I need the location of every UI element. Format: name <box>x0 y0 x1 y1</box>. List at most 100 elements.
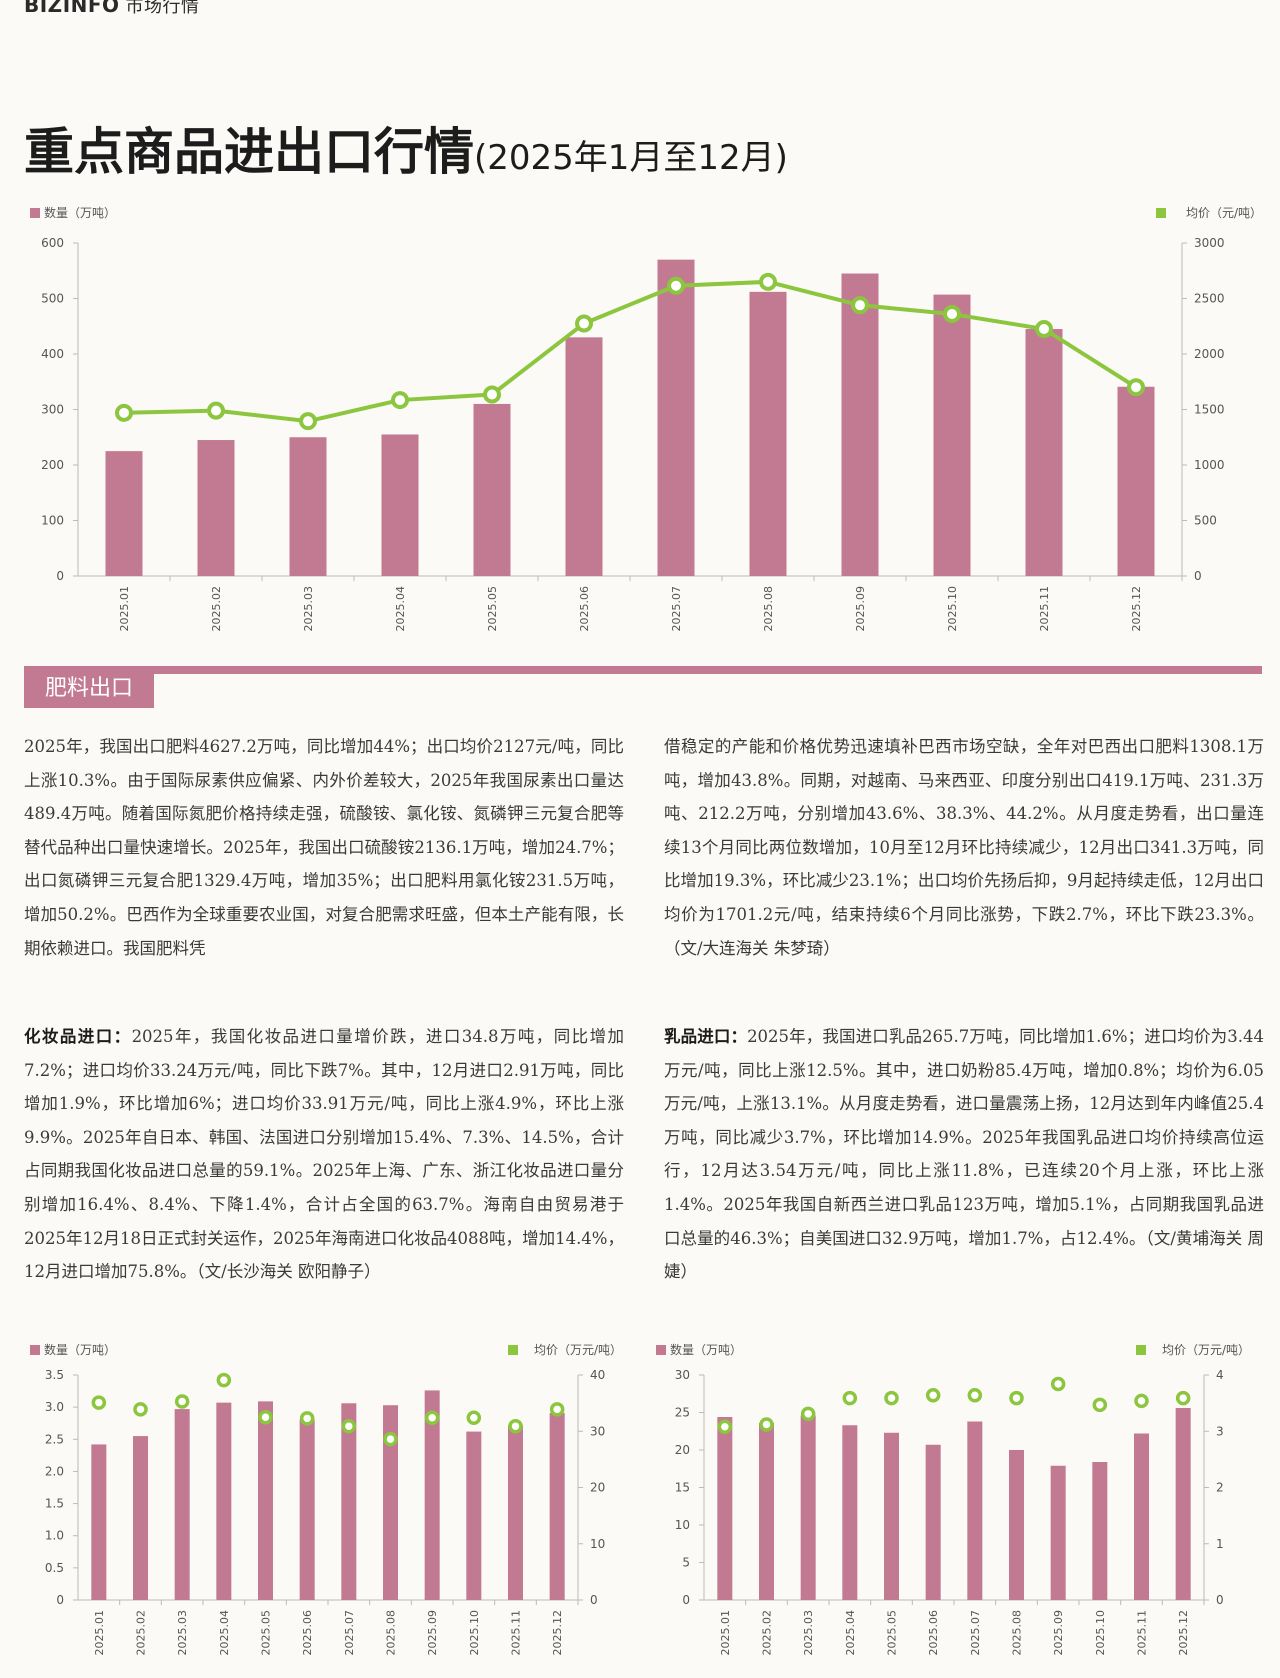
x-tick-label: 2025.07 <box>670 586 683 632</box>
left-tick-label: 20 <box>675 1443 690 1457</box>
legend-swatch-price <box>1156 208 1166 218</box>
x-tick-label: 2025.12 <box>1130 586 1143 632</box>
legend-label-quantity: 数量（万吨） <box>670 1342 742 1357</box>
left-tick-label: 3.5 <box>45 1368 64 1382</box>
bar-quantity <box>381 434 419 576</box>
price-point <box>299 412 317 431</box>
price-point <box>466 1410 482 1425</box>
price-point <box>575 314 593 333</box>
bar-quantity <box>1117 386 1155 576</box>
bar-quantity <box>105 451 143 576</box>
price-point <box>508 1418 523 1434</box>
bar-quantity <box>549 1412 565 1600</box>
x-tick-label: 2025.12 <box>1177 1610 1190 1656</box>
price-point <box>759 272 777 291</box>
title-sub: (2025年1月至12月) <box>474 138 788 178</box>
dairy-heading: 乳品进口： <box>664 1027 748 1046</box>
bar-quantity <box>925 1444 941 1600</box>
bar-quantity <box>800 1415 816 1600</box>
price-point <box>91 1395 107 1410</box>
x-tick-label: 2025.04 <box>394 586 407 632</box>
x-tick-label: 2025.08 <box>385 1610 398 1656</box>
bar-quantity <box>749 291 787 576</box>
x-tick-label: 2025.07 <box>343 1610 356 1656</box>
left-tick-label: 3.0 <box>45 1400 64 1414</box>
bar-quantity <box>759 1423 774 1600</box>
bar-quantity <box>133 1436 148 1600</box>
left-tick-label: 600 <box>41 236 64 250</box>
legend-label-quantity: 数量（万吨） <box>44 1342 116 1357</box>
x-tick-label: 2025.03 <box>176 1610 189 1656</box>
x-tick-label: 2025.02 <box>135 1610 148 1656</box>
price-point <box>717 1419 733 1434</box>
bar-quantity <box>933 294 971 576</box>
right-tick-label: 2000 <box>1194 347 1225 361</box>
right-tick-label: 3000 <box>1194 236 1225 250</box>
right-tick-label: 0 <box>1194 569 1202 583</box>
left-tick-label: 0.5 <box>45 1561 64 1575</box>
price-point <box>800 1406 816 1422</box>
legend-swatch-price <box>508 1345 518 1355</box>
fertilizer-text-left: 2025年，我国出口肥料4627.2万吨，同比增加44%；出口均价2127元/吨… <box>24 737 624 958</box>
price-point <box>341 1418 357 1434</box>
x-tick-label: 2025.08 <box>1011 1610 1024 1656</box>
x-tick-label: 2025.11 <box>510 1610 523 1656</box>
right-tick-label: 2500 <box>1194 292 1225 306</box>
right-tick-label: 30 <box>590 1424 605 1438</box>
price-point <box>299 1411 315 1426</box>
bar-quantity <box>1092 1462 1108 1600</box>
price-point <box>1127 378 1145 397</box>
left-tick-label: 300 <box>41 403 64 417</box>
x-tick-label: 2025.09 <box>1052 1610 1065 1656</box>
legend-label-price: 均价（万元/吨） <box>534 1343 622 1357</box>
right-tick-label: 3 <box>1216 1424 1224 1438</box>
legend-swatch-price <box>1136 1345 1146 1355</box>
bar-quantity <box>197 440 235 576</box>
cosmetics-heading: 化妆品进口： <box>24 1027 132 1046</box>
left-tick-label: 2.5 <box>45 1432 64 1446</box>
x-tick-label: 2025.05 <box>486 586 499 632</box>
price-point <box>258 1409 273 1425</box>
bar-quantity <box>289 437 327 576</box>
x-tick-label: 2025.05 <box>260 1610 273 1656</box>
bar-quantity <box>1134 1433 1149 1600</box>
x-tick-label: 2025.05 <box>886 1610 899 1656</box>
x-tick-label: 2025.04 <box>844 1610 857 1656</box>
left-tick-label: 100 <box>41 514 64 528</box>
bar-quantity <box>466 1431 482 1600</box>
left-tick-label: 0 <box>56 569 64 583</box>
bar-quantity <box>383 1405 398 1600</box>
x-tick-label: 2025.06 <box>927 1610 940 1656</box>
bar-quantity <box>842 1425 858 1600</box>
price-point <box>207 401 225 420</box>
price-point <box>943 305 961 324</box>
section-name: 市场行情 <box>125 0 200 17</box>
bar-quantity <box>1025 329 1063 576</box>
fertilizer-export-chart: 数量（万吨） 均价（元/吨） 0 100 200 300 400 500 600 0 500 1000… <box>30 205 1262 632</box>
price-point <box>483 385 501 404</box>
bar-quantity <box>424 1390 440 1600</box>
fertilizer-text-right: 借稳定的产能和价格优势迅速填补巴西市场空缺，全年对巴西出口肥料1308.1万吨，… <box>664 737 1264 958</box>
left-tick-label: 30 <box>675 1368 690 1382</box>
right-tick-label: 20 <box>590 1481 605 1495</box>
bar-quantity <box>174 1409 190 1600</box>
bar-quantity <box>1175 1408 1191 1600</box>
right-tick-label: 40 <box>590 1368 605 1382</box>
right-tick-label: 2 <box>1216 1481 1224 1495</box>
right-tick-label: 1500 <box>1194 403 1225 417</box>
price-point <box>383 1431 398 1447</box>
x-tick-label: 2025.01 <box>719 1610 732 1656</box>
bar-quantity <box>884 1432 899 1600</box>
bar-quantity <box>216 1402 232 1600</box>
price-point <box>1175 1390 1191 1406</box>
right-tick-label: 10 <box>590 1537 605 1551</box>
bar-quantity <box>508 1425 523 1600</box>
dairy-import-chart: 数量（万吨） 均价（万元/吨） 0 5 10 15 20 25 30 0 1 2 3 4 2025.01 20… <box>656 1342 1250 1656</box>
x-tick-label: 2025.06 <box>578 586 591 632</box>
brand-name: BIZINFO <box>24 0 120 17</box>
legend-swatch-quantity <box>30 1345 40 1355</box>
title-main: 重点商品进出口行情 <box>24 123 474 181</box>
price-point <box>967 1388 983 1403</box>
section-divider <box>24 666 1262 674</box>
price-point <box>1050 1376 1066 1392</box>
